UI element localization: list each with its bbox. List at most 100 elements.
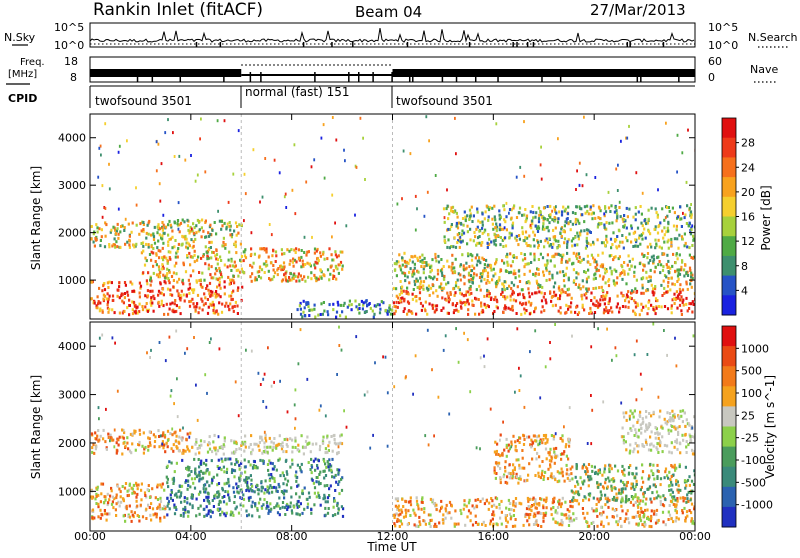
- data-cell: [641, 523, 643, 526]
- data-cell: [481, 275, 483, 278]
- data-cell: [588, 478, 590, 481]
- sparse-cell: [238, 129, 240, 132]
- data-cell: [302, 492, 304, 495]
- data-cell: [505, 270, 507, 273]
- data-cell: [477, 220, 479, 223]
- data-cell: [629, 443, 631, 446]
- data-cell: [163, 255, 165, 258]
- data-cell: [107, 286, 109, 289]
- data-cell: [146, 279, 148, 282]
- data-cell: [419, 520, 421, 523]
- data-cell: [664, 233, 666, 236]
- data-cell: [224, 280, 226, 283]
- data-cell: [574, 212, 576, 215]
- data-cell: [210, 515, 212, 518]
- data-cell: [655, 522, 657, 525]
- data-cell: [275, 254, 277, 257]
- data-cell: [435, 256, 437, 259]
- data-cell: [340, 478, 342, 481]
- data-cell: [315, 261, 317, 264]
- data-cell: [265, 479, 267, 482]
- data-cell: [115, 232, 117, 235]
- data-cell: [210, 256, 212, 259]
- data-cell: [650, 269, 652, 272]
- data-cell: [651, 430, 653, 433]
- data-cell: [550, 259, 552, 262]
- data-cell: [320, 269, 322, 272]
- data-cell: [203, 499, 205, 502]
- data-cell: [650, 276, 652, 279]
- data-cell: [558, 253, 560, 256]
- data-cell: [98, 227, 100, 230]
- data-cell: [201, 286, 203, 289]
- data-cell: [104, 509, 106, 512]
- data-cell: [611, 478, 613, 481]
- data-cell: [447, 228, 449, 231]
- data-cell: [447, 238, 449, 241]
- data-cell: [475, 256, 477, 259]
- data-cell: [633, 488, 635, 491]
- data-cell: [487, 233, 489, 236]
- data-cell: [484, 502, 486, 505]
- data-cell: [93, 452, 95, 455]
- data-cell: [96, 488, 98, 491]
- data-cell: [366, 304, 368, 307]
- data-cell: [311, 471, 313, 474]
- data-cell: [91, 432, 93, 435]
- data-cell: [677, 294, 679, 297]
- data-cell: [523, 296, 525, 299]
- sparse-cell: [576, 169, 578, 172]
- data-cell: [670, 464, 672, 467]
- data-cell: [254, 460, 256, 463]
- data-cell: [298, 500, 300, 503]
- data-cell: [510, 308, 512, 311]
- data-cell: [250, 464, 252, 467]
- data-cell: [203, 484, 205, 487]
- data-cell: [664, 305, 666, 308]
- data-cell: [118, 444, 120, 447]
- data-cell: [668, 429, 670, 432]
- data-cell: [677, 500, 679, 503]
- data-cell: [513, 204, 515, 207]
- data-cell: [495, 261, 497, 264]
- data-cell: [245, 481, 247, 484]
- data-cell: [534, 255, 536, 258]
- data-cell: [407, 509, 409, 512]
- data-cell: [239, 468, 241, 471]
- data-cell: [299, 513, 301, 516]
- sparse-cell: [243, 219, 245, 222]
- data-cell: [493, 310, 495, 313]
- data-cell: [548, 229, 550, 232]
- data-cell: [512, 260, 514, 263]
- data-cell: [128, 299, 130, 302]
- data-cell: [597, 226, 599, 229]
- data-cell: [263, 441, 265, 444]
- data-cell: [145, 517, 147, 520]
- data-cell: [319, 445, 321, 448]
- data-cell: [495, 235, 497, 238]
- data-cell: [194, 477, 196, 480]
- sparse-cell: [102, 216, 104, 219]
- data-cell: [628, 473, 630, 476]
- data-cell: [607, 477, 609, 480]
- data-cell: [572, 237, 574, 240]
- data-cell: [225, 514, 227, 517]
- data-cell: [282, 266, 284, 269]
- data-cell: [512, 504, 514, 507]
- data-cell: [208, 502, 210, 505]
- data-cell: [638, 429, 640, 432]
- data-cell: [512, 463, 514, 466]
- data-cell: [283, 261, 285, 264]
- sparse-cell: [264, 157, 266, 160]
- data-cell: [668, 489, 670, 492]
- data-cell: [301, 463, 303, 466]
- sparse-cell: [217, 119, 219, 122]
- data-cell: [510, 271, 512, 274]
- data-cell: [538, 258, 540, 261]
- data-cell: [251, 514, 253, 517]
- data-cell: [628, 233, 630, 236]
- data-cell: [608, 284, 610, 287]
- data-cell: [676, 516, 678, 519]
- data-cell: [549, 213, 551, 216]
- data-cell: [575, 283, 577, 286]
